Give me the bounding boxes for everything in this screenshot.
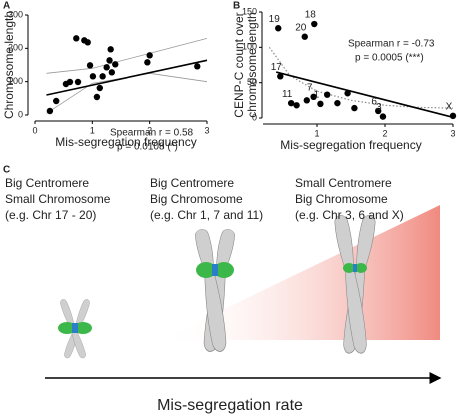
point	[73, 35, 80, 42]
point	[53, 97, 60, 105]
diagram-text: Big Centromere	[150, 176, 234, 190]
arrow-label: Mis-segregation rate	[157, 397, 303, 414]
point	[344, 90, 351, 97]
panel-letter: B	[233, 1, 240, 12]
confidence-band	[46, 37, 208, 74]
annotation: Spearman r = -0.73	[348, 39, 435, 50]
point	[89, 73, 97, 80]
fit-line	[46, 59, 208, 96]
x-tick-label: 1	[314, 128, 319, 138]
point	[112, 61, 119, 68]
point	[107, 46, 114, 53]
chromosome-big-small-centromere	[332, 214, 378, 355]
point	[96, 84, 103, 92]
point	[86, 62, 94, 69]
y-tick-label: 300	[8, 9, 23, 19]
panel-letter: C	[3, 165, 10, 176]
x-axis-label: Mis-segregation frequency	[55, 135, 196, 149]
point	[379, 113, 387, 120]
point-label: 17	[271, 62, 283, 73]
point	[287, 99, 295, 107]
diagram-text: Big Chromosome	[295, 192, 388, 206]
point	[303, 97, 310, 104]
y-axis-label: chromosome length	[245, 12, 259, 117]
point	[311, 20, 318, 28]
point	[103, 64, 110, 71]
point	[93, 93, 101, 101]
point-label: 3	[376, 102, 382, 113]
x-tick-label: 3	[204, 125, 209, 135]
point	[108, 69, 116, 76]
x-tick-label: 2	[382, 128, 387, 138]
x-tick-label: 0	[32, 125, 37, 135]
annotation: p = 0.0108 (*)	[117, 142, 178, 153]
diagram-text: Small Chromosome	[5, 192, 111, 206]
x-tick-label: 1	[90, 125, 95, 135]
point	[194, 63, 201, 70]
diagram-text: (e.g. Chr 3, 6 and X)	[295, 208, 404, 222]
y-tick-label: 50	[247, 77, 257, 87]
annotation: Spearman r = 0.58	[110, 128, 194, 139]
point-label: 19	[269, 14, 281, 25]
point	[66, 78, 74, 86]
y-tick-label: 100	[242, 42, 257, 52]
diagram-text: (e.g. Chr 1, 7 and 11)	[150, 208, 263, 222]
point	[146, 52, 153, 59]
point	[324, 91, 331, 98]
diagram-text: (e.g. Chr 17 - 20)	[5, 208, 96, 222]
point	[310, 93, 317, 101]
y-axis-label: Chromosome length	[2, 11, 16, 119]
x-tick-label: 3	[450, 128, 455, 138]
point-label: 7	[307, 82, 313, 93]
diagram-text: Big Centromere	[5, 176, 89, 190]
point-label: 18	[305, 10, 317, 21]
point-label: 1	[314, 90, 320, 101]
y-tick-label: 150	[242, 6, 257, 16]
point	[375, 107, 382, 115]
y-tick-label: 100	[8, 76, 23, 86]
point-label: 11	[282, 89, 293, 100]
annotation: p = 0.0005 (***)	[355, 53, 424, 64]
x-tick-label: 2	[147, 125, 152, 135]
y-axis-label: CENP-C count over	[232, 12, 246, 117]
point-label: 6	[371, 97, 377, 108]
point	[334, 99, 341, 107]
x-axis-label: Mis-segregation frequency	[280, 138, 421, 152]
diagram-text: Big Chromosome	[150, 192, 243, 206]
point	[275, 25, 282, 32]
point	[277, 73, 284, 80]
point-label: 20	[295, 22, 307, 33]
y-tick-label: 0	[18, 109, 23, 119]
point	[317, 100, 324, 108]
point-label: X	[446, 102, 453, 113]
fit-line	[276, 71, 454, 119]
panel-letter: A	[3, 1, 10, 12]
point	[74, 78, 82, 86]
chromosome-small	[58, 298, 92, 360]
y-tick-label: 200	[8, 43, 23, 53]
point	[449, 112, 457, 120]
point	[99, 73, 106, 80]
point	[106, 57, 113, 64]
chromosome-big	[193, 227, 237, 353]
point	[84, 39, 91, 46]
point	[301, 33, 308, 40]
point	[144, 59, 151, 66]
point	[293, 102, 300, 109]
point	[351, 104, 358, 112]
diagram-text: Small Centromere	[295, 176, 392, 190]
y-tick-label: 0	[252, 112, 257, 122]
point	[46, 107, 54, 115]
